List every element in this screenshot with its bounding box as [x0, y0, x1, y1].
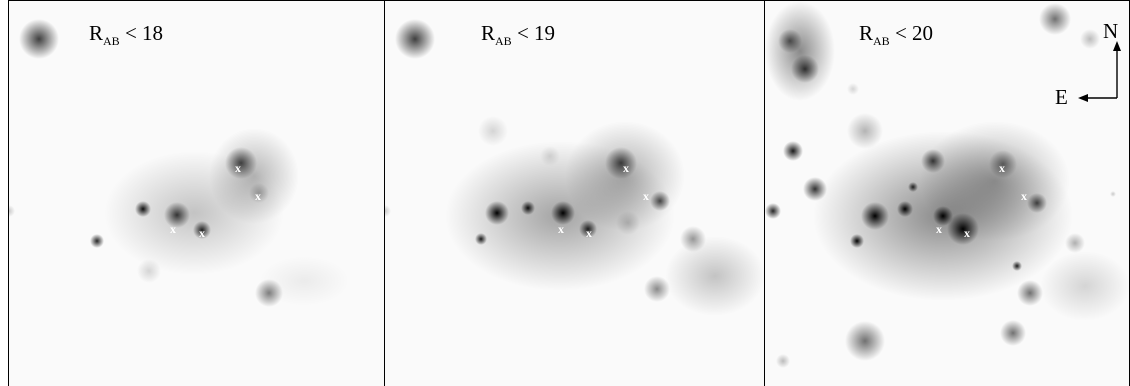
density-map-2 — [385, 19, 765, 316]
marker-x: x — [558, 222, 564, 236]
density-map-3 — [765, 1, 1129, 368]
marker-x: x — [586, 226, 592, 240]
marker-x: x — [199, 226, 205, 240]
marker-x: x — [170, 222, 176, 236]
marker-x: x — [936, 222, 942, 236]
figure: RAB < 18 x x x x — [8, 0, 1130, 386]
marker-x: x — [964, 226, 970, 240]
magnitude-label-3: RAB < 20 — [859, 21, 934, 48]
marker-x: x — [623, 161, 629, 175]
marker-x: x — [999, 161, 1005, 175]
panel-rab-19: RAB < 19 x x x x — [384, 0, 765, 386]
marker-x: x — [1021, 189, 1027, 203]
panel-rab-20: RAB < 20 N E x x x x — [764, 0, 1130, 386]
marker-x: x — [255, 189, 261, 203]
compass-arrows — [1078, 41, 1121, 102]
compass-north-label: N — [1103, 19, 1119, 43]
magnitude-label-1: RAB < 18 — [89, 21, 164, 48]
panel-rab-18: RAB < 18 x x x x — [8, 0, 385, 386]
marker-x: x — [235, 161, 241, 175]
compass-east-label: E — [1055, 85, 1068, 109]
magnitude-label-2: RAB < 19 — [481, 21, 556, 48]
marker-x: x — [643, 189, 649, 203]
density-map-1 — [9, 19, 349, 307]
